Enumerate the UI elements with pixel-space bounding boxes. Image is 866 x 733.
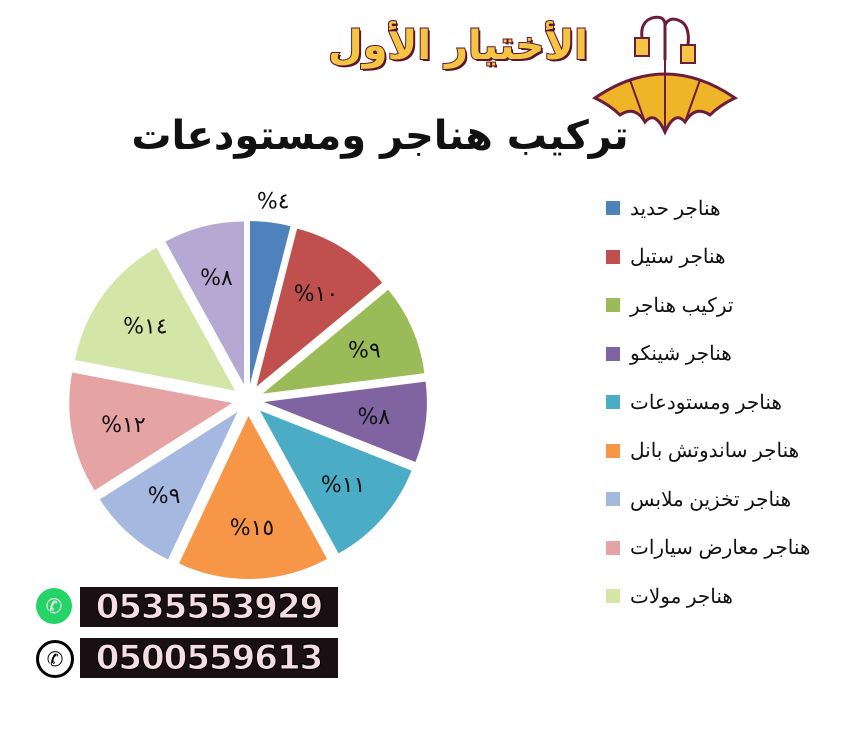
legend-item: تركيب هناجر xyxy=(606,294,734,317)
legend-swatch xyxy=(606,443,620,458)
legend-item: هناجر حديد xyxy=(606,197,721,220)
pie-slice xyxy=(74,247,236,391)
pie-slice xyxy=(262,289,425,394)
pie-slice xyxy=(263,381,427,463)
legend-item: هناجر تخزين ملابس xyxy=(606,488,792,511)
umbrella-lamp-logo-icon xyxy=(591,15,739,136)
pie-slice xyxy=(250,221,291,385)
pie-slice xyxy=(179,415,328,579)
legend-item: هناجر معارض سيارات xyxy=(606,537,811,559)
legend-label: هناجر حديد xyxy=(630,197,721,220)
logo-text: الأختيار الأول xyxy=(327,22,589,70)
legend-item: هناجر ساندوتش بانل xyxy=(606,440,800,462)
legend-swatch xyxy=(606,298,620,312)
legend-swatch xyxy=(606,395,620,409)
legend-swatch xyxy=(606,589,620,603)
phone-number[interactable]: 0500559613 xyxy=(80,638,338,678)
legend-label: هناجر تخزين ملابس xyxy=(630,488,792,511)
whatsapp-number[interactable]: 0535553929 xyxy=(80,587,338,627)
legend-item: هناجر مولات xyxy=(606,585,733,608)
page-title: تركيب هناجر ومستودعات xyxy=(131,113,629,159)
legend-label: هناجر ستيل xyxy=(630,246,726,268)
slice-label: %٩ xyxy=(348,339,381,364)
slice-label: %٩ xyxy=(148,484,181,509)
slice-label: %١٠ xyxy=(294,282,339,307)
legend-swatch xyxy=(606,540,620,555)
slice-label: %١٥ xyxy=(230,516,275,541)
legend-label: هناجر ومستودعات xyxy=(630,391,782,414)
slice-label: %١١ xyxy=(321,473,366,498)
legend-swatch xyxy=(606,492,620,506)
pie-slice xyxy=(256,228,383,387)
slice-label: %١٢ xyxy=(101,413,146,438)
legend-label: تركيب هناجر xyxy=(630,294,734,317)
legend-swatch xyxy=(606,346,620,361)
legend-item: هناجر ومستودعات xyxy=(606,391,782,414)
legend-swatch xyxy=(606,249,620,264)
whatsapp-icon: ✆ xyxy=(36,588,72,624)
legend-label: هناجر ساندوتش بانل xyxy=(630,440,800,462)
legend-swatch xyxy=(606,201,620,215)
legend-label: هناجر معارض سيارات xyxy=(630,537,811,559)
legend-label: هناجر مولات xyxy=(630,585,733,608)
legend-item: هناجر شينكو xyxy=(606,343,732,365)
slice-label: %٨ xyxy=(200,266,233,291)
legend-item: هناجر ستيل xyxy=(606,246,726,268)
pie-slice xyxy=(69,372,233,491)
slice-label: %١٤ xyxy=(123,314,168,339)
legend-label: هناجر شينكو xyxy=(630,343,732,365)
pie-slice xyxy=(99,412,238,560)
slice-label: %٨ xyxy=(357,405,390,430)
slice-label: %٤ xyxy=(257,190,290,215)
pie-slice xyxy=(165,221,245,385)
pie-slice xyxy=(260,410,412,554)
phone-icon: ✆ xyxy=(36,640,74,678)
